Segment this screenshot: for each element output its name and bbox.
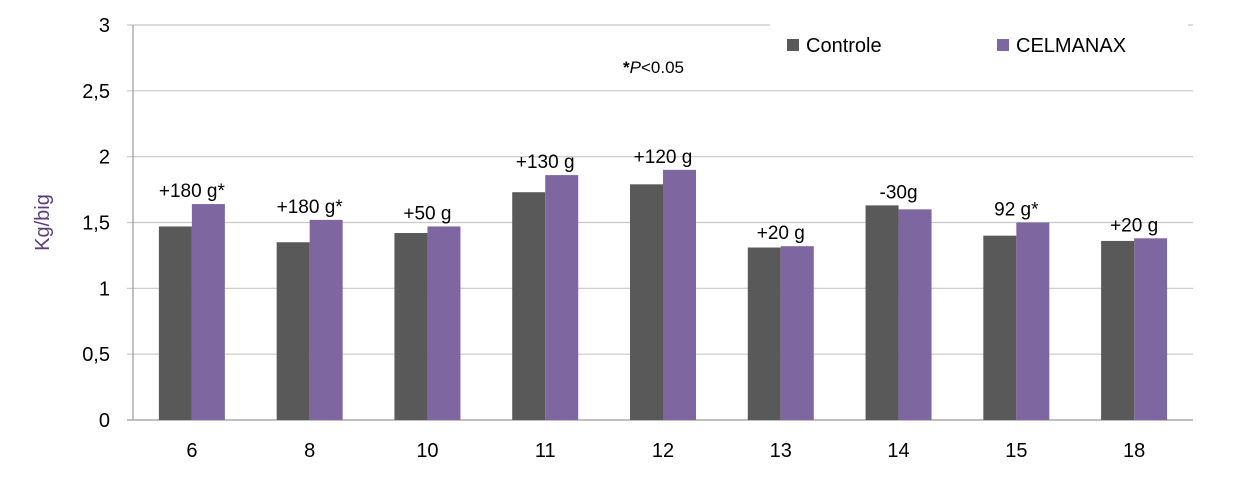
bar-celmanax-8 (309, 219, 343, 420)
bar-controle-14 (865, 205, 899, 420)
bar-annotation: 92 g* (994, 200, 1039, 221)
bar-controle-10 (394, 233, 428, 420)
y-tick-label: 2 (99, 147, 110, 169)
legend-swatch-celmanax (997, 39, 1009, 51)
bar-controle-11 (512, 192, 546, 420)
bar-controle-13 (747, 247, 781, 420)
bar-controle-8 (276, 242, 310, 420)
x-tick-label: 8 (304, 440, 315, 462)
y-tick-label: 0,5 (82, 344, 110, 366)
legend-label-celmanax: CELMANAX (1016, 35, 1126, 57)
bar-controle-6 (158, 226, 192, 420)
x-tick-label: 11 (535, 440, 556, 462)
bar-celmanax-10 (427, 226, 461, 420)
legend-box (770, 22, 1188, 66)
y-tick-label: 1,5 (82, 213, 110, 235)
bar-celmanax-14 (898, 209, 932, 420)
bar-celmanax-12 (663, 169, 696, 420)
bar-controle-18 (1101, 240, 1135, 420)
bar-annotation: -30g (880, 182, 918, 203)
legend-label-controle: Controle (806, 35, 882, 57)
bar-celmanax-6 (191, 204, 225, 420)
significance-p: P (630, 58, 642, 77)
bar-controle-15 (983, 235, 1017, 420)
y-tick-label: 3 (99, 15, 110, 37)
bar-celmanax-11 (545, 175, 579, 420)
significance-threshold: <0.05 (641, 58, 684, 77)
x-tick-label: 18 (1123, 440, 1145, 462)
bar-annotation: +20 g (1110, 215, 1158, 236)
significance-note: *P<0.05 (623, 58, 684, 77)
bar-annotation: +20 g (757, 223, 805, 244)
y-axis-title: Kg/big (32, 194, 54, 251)
x-tick-label: 13 (770, 440, 792, 462)
y-tick-label: 0 (99, 410, 110, 432)
bar-annotation: +180 g* (159, 181, 226, 202)
y-tick-label: 2,5 (82, 81, 110, 103)
bar-annotation: +180 g* (277, 197, 344, 218)
bar-celmanax-13 (780, 246, 814, 420)
x-tick-label: 14 (887, 440, 909, 462)
x-tick-label: 15 (1005, 440, 1027, 462)
x-tick-label: 6 (186, 440, 197, 462)
x-tick-label: 12 (652, 440, 674, 462)
bar-annotation: +120 g (634, 147, 693, 168)
bar-annotation: +50 g (403, 203, 451, 224)
bar-annotation: +130 g (516, 152, 575, 173)
y-tick-label: 1 (99, 278, 110, 300)
significance-star: * (623, 58, 630, 77)
x-tick-label: 10 (416, 440, 438, 462)
bar-celmanax-18 (1134, 238, 1168, 420)
legend-swatch-controle (787, 39, 799, 51)
bar-celmanax-15 (1016, 222, 1050, 420)
bar-controle-12 (630, 184, 663, 420)
